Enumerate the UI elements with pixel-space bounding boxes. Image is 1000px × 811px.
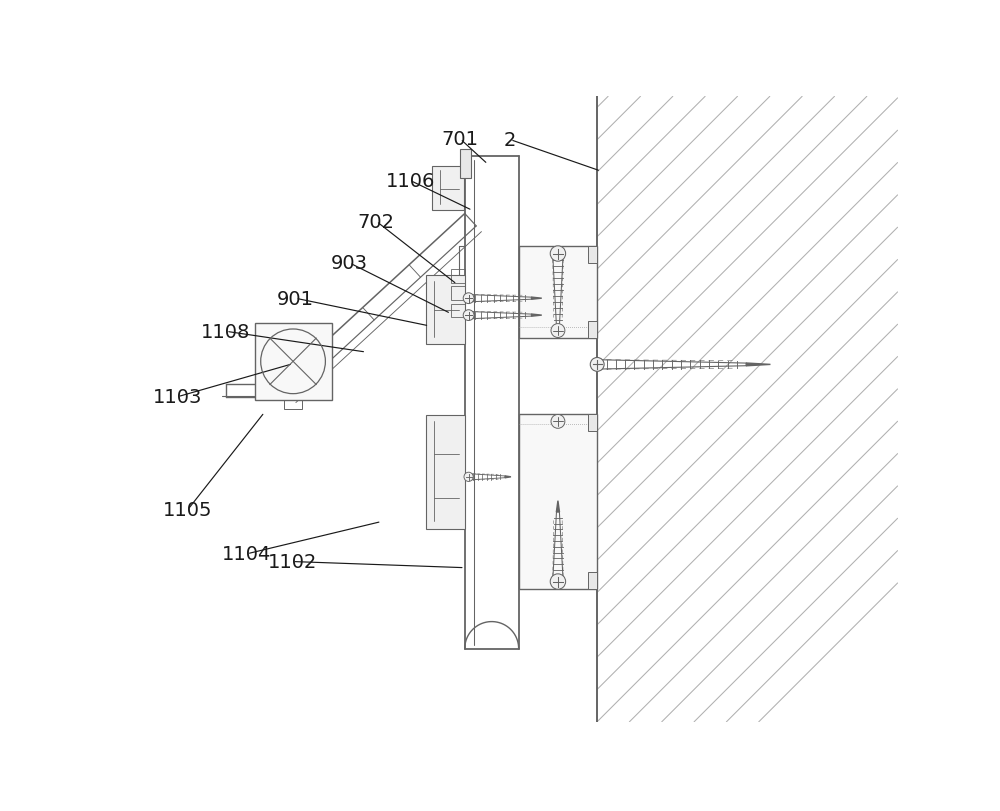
Polygon shape bbox=[556, 501, 560, 513]
Text: 701: 701 bbox=[442, 130, 479, 149]
Text: 1106: 1106 bbox=[385, 172, 435, 191]
Bar bbox=[426, 276, 465, 345]
Text: 702: 702 bbox=[358, 212, 395, 231]
Text: 1103: 1103 bbox=[153, 388, 202, 407]
Bar bbox=[460, 149, 471, 179]
Polygon shape bbox=[532, 298, 542, 300]
Polygon shape bbox=[588, 414, 597, 431]
Circle shape bbox=[463, 294, 474, 304]
Text: 1105: 1105 bbox=[163, 501, 212, 520]
Circle shape bbox=[550, 247, 566, 262]
Circle shape bbox=[463, 311, 474, 321]
Circle shape bbox=[590, 358, 604, 372]
Bar bbox=[284, 401, 302, 410]
Text: 1102: 1102 bbox=[268, 552, 317, 571]
Polygon shape bbox=[588, 573, 597, 590]
Circle shape bbox=[550, 574, 566, 590]
Bar bbox=[432, 166, 464, 211]
Circle shape bbox=[551, 415, 565, 429]
Polygon shape bbox=[588, 247, 597, 264]
Polygon shape bbox=[532, 315, 542, 317]
Bar bbox=[519, 247, 597, 339]
Polygon shape bbox=[746, 363, 770, 367]
Bar bbox=[451, 286, 465, 300]
Bar bbox=[451, 304, 465, 318]
Polygon shape bbox=[505, 476, 511, 478]
Bar bbox=[426, 416, 465, 530]
Circle shape bbox=[551, 324, 565, 338]
Circle shape bbox=[464, 473, 473, 482]
Polygon shape bbox=[556, 327, 560, 339]
Bar bbox=[519, 414, 597, 590]
Text: 901: 901 bbox=[277, 290, 314, 308]
Text: 1108: 1108 bbox=[201, 323, 251, 341]
Bar bbox=[451, 269, 465, 283]
Polygon shape bbox=[588, 322, 597, 339]
Bar bbox=[255, 324, 332, 401]
Text: 2: 2 bbox=[504, 131, 516, 150]
Text: 1104: 1104 bbox=[222, 545, 272, 564]
Text: 903: 903 bbox=[331, 254, 368, 273]
